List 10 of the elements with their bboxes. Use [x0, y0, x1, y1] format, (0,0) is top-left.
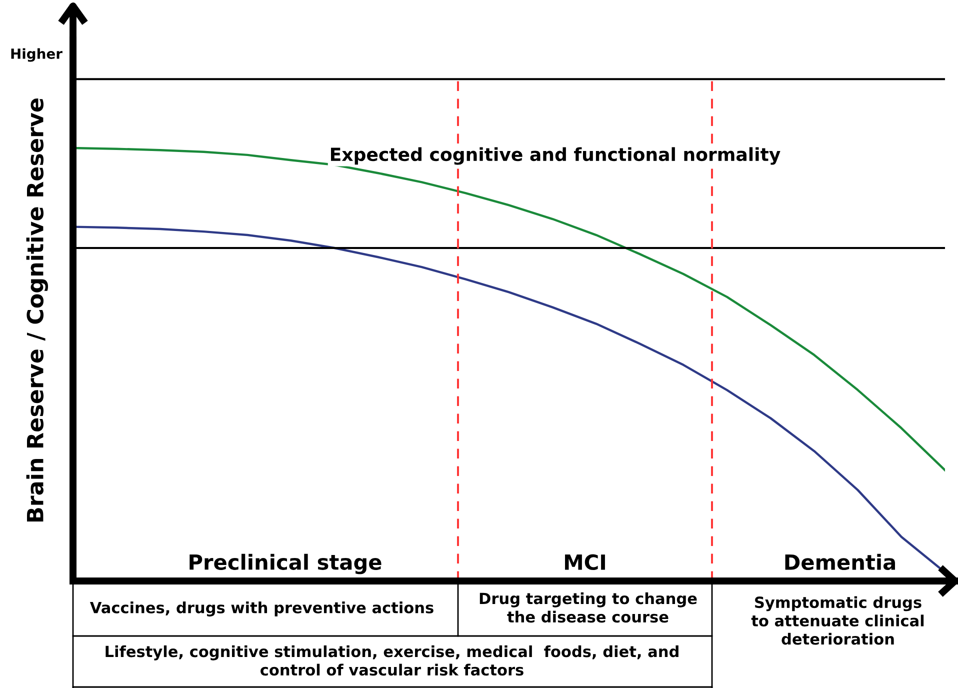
text: Symptomatic drugs to attenuate clinical deterioration: [751, 596, 924, 645]
text: Higher: [11, 48, 62, 62]
text: Drug targeting to change the disease course: [480, 592, 697, 623]
annotation: MCI: [565, 554, 605, 570]
annotation: Expected cognitive and functional normality: [330, 147, 780, 165]
annotation: Preclinical stage: [190, 554, 382, 574]
text: Lifestyle, cognitive stimulation, exercise, medical foods, diet, and control of vascular risk factors: [106, 645, 678, 676]
y-axis-title: Brain Reserve / Cognitive Reserve: [26, 98, 48, 522]
annotation: Dementia: [785, 554, 895, 570]
text: Vaccines, drugs with preventive actions: [90, 602, 434, 616]
